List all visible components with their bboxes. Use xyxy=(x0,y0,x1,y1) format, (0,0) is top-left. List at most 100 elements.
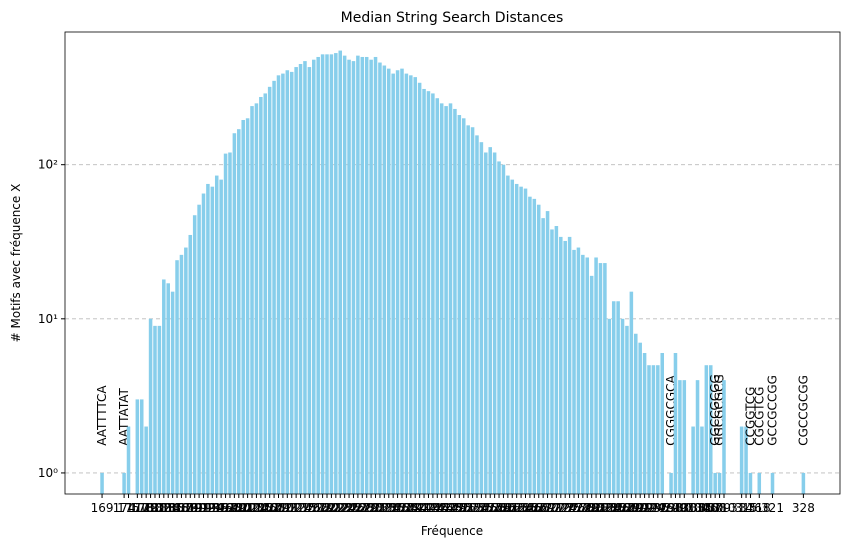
x-tick-label: 277 xyxy=(567,501,590,515)
bar xyxy=(241,119,245,495)
x-tick-label: 261 xyxy=(496,501,519,515)
bar-label: GCCGCCGG xyxy=(766,375,780,446)
x-tick-label: 232 xyxy=(368,501,391,515)
x-tick-label: 220 xyxy=(316,501,339,515)
bar xyxy=(162,279,166,494)
x-tick-label: 180 xyxy=(139,501,162,515)
bar xyxy=(598,263,603,494)
x-tick-label: 257 xyxy=(479,501,502,515)
bar xyxy=(625,325,629,494)
bar xyxy=(228,152,232,495)
x-tick-label: 216 xyxy=(298,501,321,515)
x-tick-label: 296 xyxy=(651,501,674,515)
bar xyxy=(514,183,519,494)
x-tick-label: 307 xyxy=(699,501,722,515)
x-tick-label: 254 xyxy=(466,501,489,515)
x-tick-label: 219 xyxy=(311,501,334,515)
x-tick-label: 245 xyxy=(426,501,449,515)
bar xyxy=(545,211,550,494)
x-tick-label: 199 xyxy=(223,501,246,515)
bar xyxy=(422,88,426,495)
x-tick-label: 233 xyxy=(373,501,396,515)
x-tick-label: 231 xyxy=(364,501,387,515)
x-tick-label: 243 xyxy=(417,501,440,515)
bar xyxy=(245,118,250,495)
y-tick-label: 10⁰ xyxy=(38,466,58,480)
x-tick-label: 204 xyxy=(245,501,268,515)
bar xyxy=(431,93,435,495)
bar xyxy=(135,399,140,494)
bar xyxy=(329,54,334,494)
x-tick-label: 295 xyxy=(646,501,669,515)
bar xyxy=(409,75,413,494)
bar xyxy=(669,472,673,494)
x-tick-label: 286 xyxy=(607,501,630,515)
bar xyxy=(148,318,153,494)
bar xyxy=(748,472,753,494)
bar xyxy=(184,247,188,494)
bar xyxy=(166,283,170,494)
bar xyxy=(281,73,285,494)
x-tick-label: 198 xyxy=(219,501,242,515)
chart-title: Median String Search Distances xyxy=(341,10,564,26)
x-tick-label: 215 xyxy=(294,501,317,515)
x-tick-label: 281 xyxy=(585,501,608,515)
bar-label: CGCGTCG xyxy=(752,387,766,446)
bar xyxy=(294,67,298,494)
bar xyxy=(386,68,391,494)
x-tick-label: 256 xyxy=(474,501,497,515)
x-tick-label: 298 xyxy=(660,501,683,515)
x-tick-label: 246 xyxy=(430,501,453,515)
x-tick-label: 179 xyxy=(135,501,158,515)
x-tick-label: 275 xyxy=(558,501,581,515)
bar xyxy=(373,56,378,495)
bar xyxy=(457,115,462,495)
x-tick-label: 218 xyxy=(307,501,330,515)
x-tick-label: 209 xyxy=(267,501,290,515)
bar xyxy=(391,73,395,494)
bar xyxy=(611,301,616,494)
x-tick-label: 212 xyxy=(280,501,303,515)
bar xyxy=(351,61,356,495)
bar xyxy=(492,152,497,495)
x-tick-label: 258 xyxy=(483,501,506,515)
bar xyxy=(400,68,404,494)
bar-label: AATTTTCA xyxy=(95,385,109,446)
bar xyxy=(506,175,510,494)
bar xyxy=(470,127,475,495)
x-tick-label: 181 xyxy=(144,501,167,515)
bar xyxy=(170,291,175,494)
x-tick-label: 169 xyxy=(91,501,114,515)
bar xyxy=(223,153,228,494)
x-tick-label: 230 xyxy=(360,501,383,515)
x-tick-label: 310 xyxy=(713,501,736,515)
bar xyxy=(347,59,351,494)
bar xyxy=(395,70,400,495)
x-tick-label: 227 xyxy=(346,501,369,515)
x-tick-label: 309 xyxy=(708,501,731,515)
x-tick-label: 314 xyxy=(730,501,753,515)
x-tick-label: 236 xyxy=(386,501,409,515)
x-tick-label: 264 xyxy=(510,501,533,515)
y-tick-label: 10² xyxy=(38,158,58,172)
bar xyxy=(620,318,625,494)
x-tick-label: 308 xyxy=(704,501,727,515)
bar xyxy=(267,86,272,494)
bar xyxy=(607,318,612,494)
x-tick-label: 318 xyxy=(748,501,771,515)
bar xyxy=(139,399,144,494)
bar xyxy=(528,196,532,494)
bar xyxy=(144,426,148,494)
x-tick-label: 195 xyxy=(205,501,228,515)
x-tick-label: 240 xyxy=(404,501,427,515)
x-tick-label: 224 xyxy=(333,501,356,515)
bar xyxy=(356,55,360,494)
x-tick-label: 190 xyxy=(183,501,206,515)
bar xyxy=(801,472,806,494)
bar xyxy=(576,247,581,494)
bar xyxy=(214,175,219,494)
bar xyxy=(536,204,541,495)
x-tick-label: 287 xyxy=(611,501,634,515)
bar xyxy=(497,161,501,495)
